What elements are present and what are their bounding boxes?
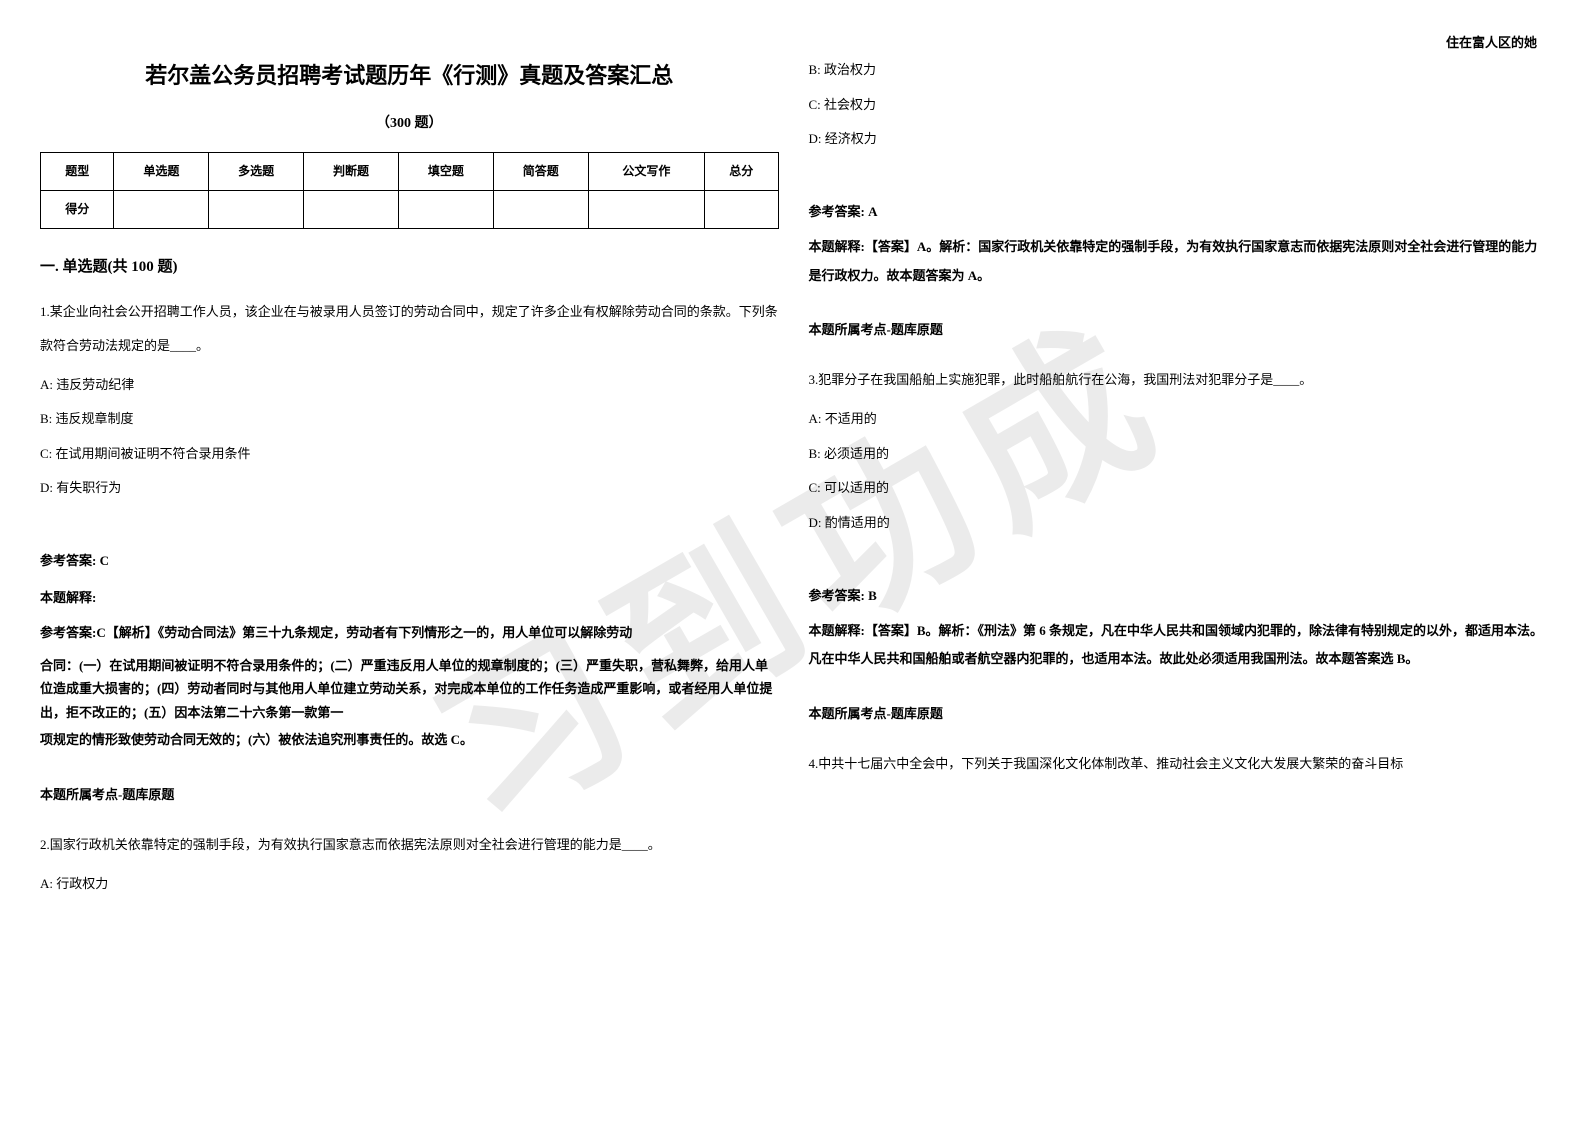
explain-text: 合同：(一）在试用期间被证明不符合录用条件的；(二）严重违反用人单位的规章制度的… [40,654,779,724]
topic-label: 本题所属考点-题库原题 [809,698,1548,729]
answer-label: 参考答案: A [809,196,1548,227]
table-header: 判断题 [304,153,399,191]
explain-text: 本题解释:【答案】A。解析：国家行政机关依靠特定的强制手段，为有效执行国家意志而… [809,233,1548,290]
table-header: 公文写作 [588,153,704,191]
question-text: 4.中共十七届六中全会中，下列关于我国深化文化体制改革、推动社会主义文化大发展大… [809,747,1548,781]
option-d: D: 经济权力 [809,125,1548,154]
option-d: D: 有失职行为 [40,474,779,503]
topic-label: 本题所属考点-题库原题 [40,779,779,810]
option-b: B: 必须适用的 [809,440,1548,469]
answer-label: 参考答案: C [40,545,779,576]
option-c: C: 社会权力 [809,91,1548,120]
question-text: 1.某企业向社会公开招聘工作人员，该企业在与被录用人员签订的劳动合同中，规定了许… [40,295,779,363]
section-title: 一. 单选题(共 100 题) [40,249,779,285]
table-cell [209,191,304,229]
table-header: 总分 [705,153,778,191]
answer-label: 参考答案: B [809,580,1548,611]
table-cell [398,191,493,229]
table-cell: 得分 [41,191,114,229]
content-wrapper: 若尔盖公务员招聘考试题历年《行测》真题及答案汇总 （300 题） 题型 单选题 … [40,50,1547,904]
table-cell [114,191,209,229]
main-title: 若尔盖公务员招聘考试题历年《行测》真题及答案汇总 [40,50,779,103]
explain-label: 本题解释: [40,582,779,613]
table-cell [493,191,588,229]
option-d: D: 酌情适用的 [809,509,1548,538]
table-cell [588,191,704,229]
explain-text: 参考答案:C【解析】《劳动合同法》第三十九条规定，劳动者有下列情形之一的，用人单… [40,619,779,648]
table-header: 简答题 [493,153,588,191]
question-text: 2.国家行政机关依靠特定的强制手段，为有效执行国家意志而依据宪法原则对全社会进行… [40,828,779,862]
table-row: 得分 [41,191,779,229]
option-a: A: 违反劳动纪律 [40,371,779,400]
table-header: 题型 [41,153,114,191]
option-b: B: 违反规章制度 [40,405,779,434]
table-cell [705,191,778,229]
question-text: 3.犯罪分子在我国船舶上实施犯罪，此时船舶航行在公海，我国刑法对犯罪分子是___… [809,363,1548,397]
right-column: B: 政治权力 C: 社会权力 D: 经济权力 参考答案: A 本题解释:【答案… [809,50,1548,904]
option-a: A: 不适用的 [809,405,1548,434]
sub-title: （300 题） [40,107,779,141]
topic-label: 本题所属考点-题库原题 [809,314,1548,345]
option-b: B: 政治权力 [809,56,1548,85]
score-table: 题型 单选题 多选题 判断题 填空题 简答题 公文写作 总分 得分 [40,152,779,229]
option-c: C: 在试用期间被证明不符合录用条件 [40,440,779,469]
explain-text: 本题解释:【答案】B。解析：《刑法》第 6 条规定，凡在中华人民共和国领域内犯罪… [809,617,1548,674]
option-a: A: 行政权力 [40,870,779,899]
table-header-row: 题型 单选题 多选题 判断题 填空题 简答题 公文写作 总分 [41,153,779,191]
header-right-text: 住在富人区的她 [1446,32,1537,51]
table-header: 填空题 [398,153,493,191]
left-column: 若尔盖公务员招聘考试题历年《行测》真题及答案汇总 （300 题） 题型 单选题 … [40,50,779,904]
table-header: 多选题 [209,153,304,191]
option-c: C: 可以适用的 [809,474,1548,503]
explain-text: 项规定的情形致使劳动合同无效的；(六）被依法追究刑事责任的。故选 C。 [40,726,779,755]
table-header: 单选题 [114,153,209,191]
table-cell [304,191,399,229]
